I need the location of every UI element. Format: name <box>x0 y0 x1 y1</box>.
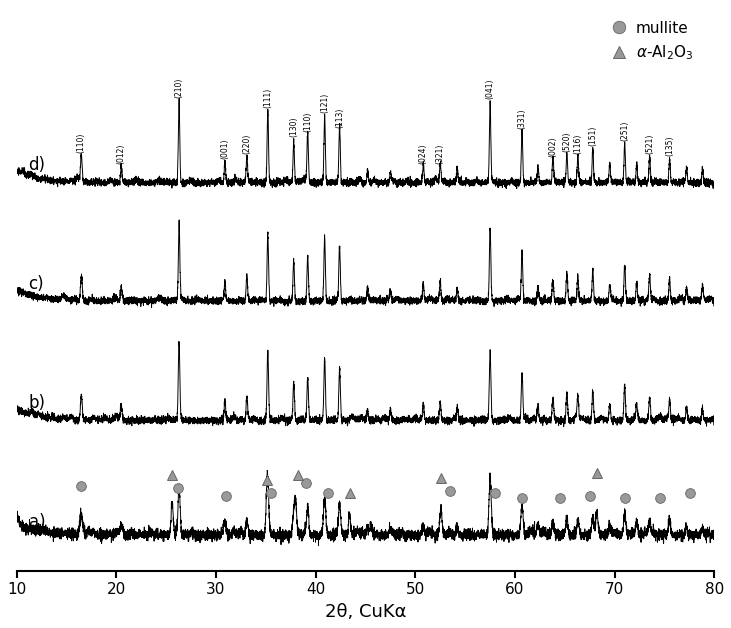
Text: d): d) <box>29 156 45 173</box>
Text: (331): (331) <box>518 109 526 129</box>
Text: (521): (521) <box>645 133 654 154</box>
Text: (220): (220) <box>243 134 251 154</box>
Text: a): a) <box>29 512 45 531</box>
Text: (110): (110) <box>77 133 86 153</box>
Text: (110): (110) <box>303 112 312 133</box>
Text: (041): (041) <box>485 79 495 99</box>
Text: (002): (002) <box>548 137 558 157</box>
Text: (151): (151) <box>588 126 597 146</box>
Text: (130): (130) <box>289 117 298 138</box>
X-axis label: 2θ, CuKα: 2θ, CuKα <box>325 603 406 621</box>
Text: (321): (321) <box>436 143 444 164</box>
Text: (001): (001) <box>221 139 230 160</box>
Text: (251): (251) <box>620 120 629 141</box>
Text: (012): (012) <box>117 144 126 164</box>
Text: (116): (116) <box>573 134 583 154</box>
Text: (113): (113) <box>335 108 344 128</box>
Text: (135): (135) <box>665 136 674 156</box>
Text: b): b) <box>29 394 45 411</box>
Legend: mullite, $\alpha$-Al$_2$O$_3$: mullite, $\alpha$-Al$_2$O$_3$ <box>604 14 700 68</box>
Text: (121): (121) <box>320 93 329 113</box>
Text: (024): (024) <box>419 144 428 165</box>
Text: (210): (210) <box>175 78 183 98</box>
Text: (520): (520) <box>562 131 572 152</box>
Text: (111): (111) <box>263 88 273 108</box>
Text: c): c) <box>29 274 44 293</box>
